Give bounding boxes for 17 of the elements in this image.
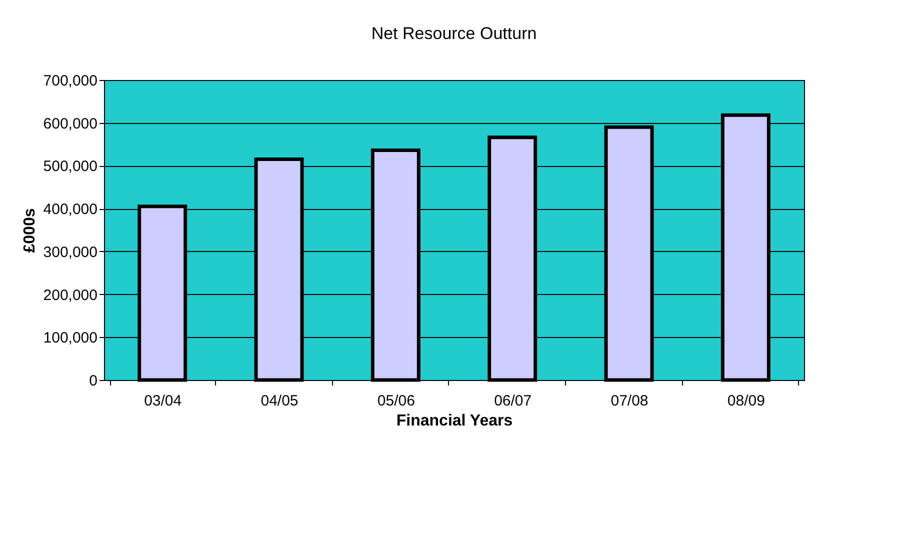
x-tick-label: 07/08 — [610, 392, 648, 410]
x-tick-label: 08/09 — [727, 392, 765, 410]
x-tick-label: 05/06 — [377, 392, 415, 410]
y-axis-title: £000s — [21, 208, 38, 253]
x-tick-label: 04/05 — [260, 392, 298, 410]
y-tick-label: 300,000 — [43, 244, 98, 261]
x-axis-title: Financial Years — [396, 412, 513, 430]
y-tick-label: 500,000 — [43, 158, 98, 176]
x-tick-label: 03/04 — [144, 392, 182, 410]
y-tick-label: 100,000 — [43, 330, 98, 347]
y-tick-label: 0 — [89, 372, 98, 390]
x-tick-label: 06/07 — [494, 392, 532, 410]
chart-title: Net Resource Outturn — [371, 24, 537, 43]
y-tick-label: 200,000 — [43, 286, 98, 304]
y-tick-label: 600,000 — [43, 115, 98, 132]
y-tick-label: 700,000 — [43, 72, 98, 90]
y-tick-label: 400,000 — [43, 201, 98, 218]
